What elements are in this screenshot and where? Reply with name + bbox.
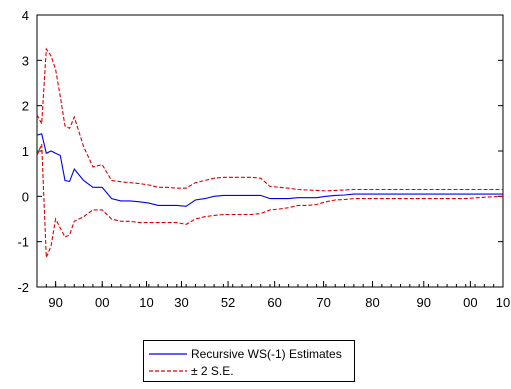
y-tick-label: 2 xyxy=(22,99,29,114)
series-line-estimates xyxy=(36,133,503,207)
legend-swatch-dashed-line-icon xyxy=(149,370,187,372)
x-tick-label: 00 xyxy=(463,295,477,310)
x-tick-label: 80 xyxy=(365,295,379,310)
y-tick-label: 0 xyxy=(22,189,29,204)
y-tick-label: 1 xyxy=(22,144,29,159)
x-tick-label: 90 xyxy=(48,295,62,310)
y-tick-label: -2 xyxy=(17,280,29,295)
x-axis: 90 00 10 30 52 60 70 80 90 00 10 xyxy=(36,281,510,310)
legend: Recursive WS(-1) Estimates ± 2 S.E. xyxy=(143,340,355,382)
y-tick-label: 4 xyxy=(22,8,29,23)
x-tick-label: 10 xyxy=(139,295,153,310)
legend-entry: ± 2 S.E. xyxy=(144,362,234,380)
y-axis: 4 3 2 1 0 -1 -2 xyxy=(17,8,503,295)
x-tick-label: 90 xyxy=(417,295,431,310)
series-line-se-band-2 xyxy=(36,143,504,258)
series-layer xyxy=(36,47,504,258)
x-tick-label: 70 xyxy=(316,295,330,310)
legend-swatch-solid-line-icon xyxy=(149,353,187,355)
x-tick-label: 10 xyxy=(496,295,510,310)
legend-label: Recursive WS(-1) Estimates xyxy=(191,347,342,361)
plot-frame xyxy=(36,14,504,288)
legend-entry: Recursive WS(-1) Estimates xyxy=(144,345,342,363)
legend-label: ± 2 S.E. xyxy=(191,364,234,378)
x-tick-label: 52 xyxy=(221,295,235,310)
x-tick-label: 60 xyxy=(267,295,281,310)
y-tick-label: -1 xyxy=(17,235,29,250)
x-tick-label: 30 xyxy=(174,295,188,310)
series-line-se-band-1 xyxy=(36,47,503,192)
y-tick-label: 3 xyxy=(22,53,29,68)
x-tick-label: 00 xyxy=(95,295,109,310)
